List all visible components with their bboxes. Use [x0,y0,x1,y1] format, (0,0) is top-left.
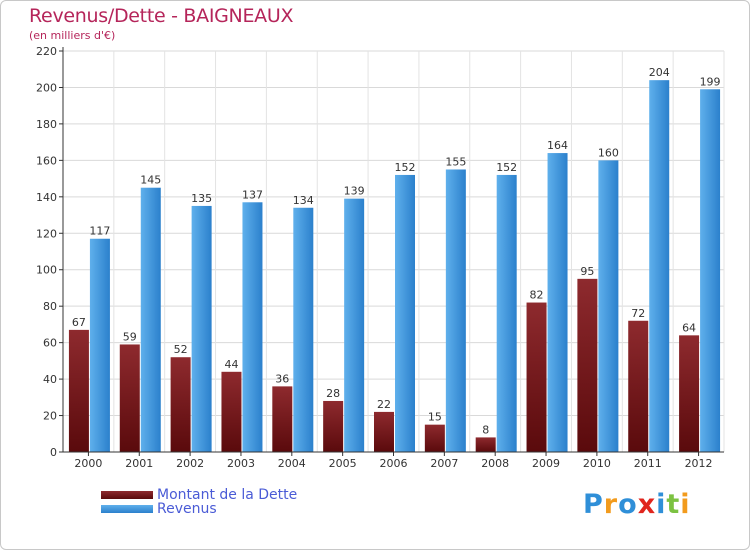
y-tick-label: 120 [36,227,57,240]
x-tick-label: 2001 [125,457,153,470]
data-label-revenus: 152 [395,161,416,174]
data-label-dette: 8 [482,423,489,436]
chart-subtitle: (en milliers d'€) [29,29,116,42]
data-label-dette: 15 [428,411,442,424]
y-tick-label: 180 [36,118,57,131]
y-tick-label: 80 [43,300,57,313]
logo-letter: P [583,489,604,520]
bar-dette [323,400,344,452]
data-label-revenus: 155 [445,155,466,168]
y-tick-label: 220 [36,45,57,58]
data-label-revenus: 160 [598,146,619,159]
logo-letter: i [656,489,667,520]
bar-dette [68,329,89,452]
bar-revenus [140,187,161,453]
x-tick-label: 2000 [74,457,102,470]
data-label-revenus: 199 [700,75,721,88]
data-label-revenus: 137 [242,188,263,201]
bar-revenus [700,89,721,452]
bar-revenus [89,238,110,452]
bar-dette [374,411,394,452]
bar-revenus [242,202,263,452]
data-label-dette: 64 [682,321,696,334]
data-label-revenus: 152 [496,161,517,174]
data-label-dette: 59 [123,330,137,343]
data-label-revenus: 134 [293,194,314,207]
bar-dette [170,357,191,452]
x-tick-label: 2007 [430,457,458,470]
data-label-dette: 36 [275,372,289,385]
y-tick-label: 60 [43,337,57,350]
bar-revenus [649,80,670,452]
logo-letter: o [618,489,638,520]
bar-revenus [598,160,619,452]
data-label-dette: 82 [530,289,544,302]
data-label-dette: 22 [377,398,391,411]
proxiti-logo: Proxiti [583,489,691,520]
data-label-revenus: 204 [649,66,670,79]
data-label-dette: 95 [580,265,594,278]
legend-label-dette: Montant de la Dette [157,487,298,503]
data-label-revenus: 117 [89,225,110,238]
bar-dette [221,371,242,452]
y-tick-label: 20 [43,410,57,423]
bar-revenus [191,205,212,452]
legend-swatch-revenus [101,505,153,513]
y-tick-label: 40 [43,373,57,386]
bar-dette [526,302,547,452]
legend-label-revenus: Revenus [157,501,217,517]
bar-revenus [395,174,415,453]
logo-letter: x [637,489,657,520]
bar-dette [577,278,598,452]
bar-dette [272,386,293,452]
data-label-dette: 72 [631,307,645,320]
x-tick-label: 2009 [532,457,560,470]
bar-revenus [445,169,466,452]
logo-letter: i [680,489,691,520]
legend-swatch-dette [101,491,153,499]
legend-item-dette: Montant de la Dette [101,487,297,503]
data-label-dette: 52 [174,343,188,356]
x-tick-label: 2004 [278,457,306,470]
data-label-revenus: 139 [344,185,365,198]
x-tick-label: 2003 [227,457,255,470]
bar-revenus [293,207,314,452]
chart-title: Revenus/Dette - BAIGNEAUX [29,5,294,27]
data-label-revenus: 164 [547,139,568,152]
bar-revenus [344,198,365,452]
x-tick-label: 2011 [634,457,662,470]
y-tick-label: 160 [36,154,57,167]
logo-letter: t [666,489,681,520]
bar-dette [119,344,140,452]
bar-dette [679,335,700,452]
data-label-revenus: 145 [140,174,161,187]
bar-revenus [496,174,517,453]
logo-letter: r [603,489,619,520]
x-tick-label: 2010 [583,457,611,470]
y-tick-label: 200 [36,81,57,94]
data-label-dette: 28 [326,387,340,400]
x-tick-label: 2005 [329,457,357,470]
bar-revenus [547,153,568,452]
bar-dette [424,424,445,452]
bar-dette [628,320,649,452]
x-tick-label: 2012 [685,457,713,470]
legend-item-revenus: Revenus [101,501,217,517]
y-tick-label: 100 [36,264,57,277]
x-tick-label: 2006 [380,457,408,470]
x-tick-label: 2002 [176,457,204,470]
y-tick-label: 0 [50,446,57,459]
data-label-dette: 44 [224,358,238,371]
bar-dette [475,437,496,452]
data-label-dette: 67 [72,316,86,329]
y-tick-label: 140 [36,191,57,204]
data-label-revenus: 135 [191,192,212,205]
x-tick-label: 2008 [481,457,509,470]
